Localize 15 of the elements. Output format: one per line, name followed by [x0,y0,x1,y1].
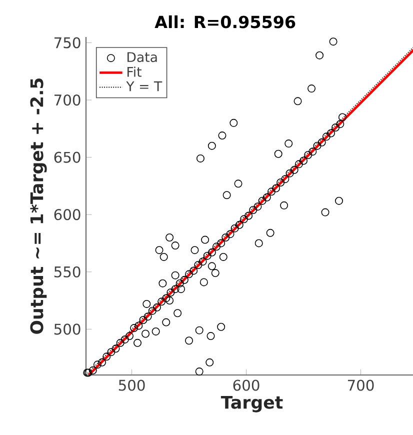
y-tick-label: 550 [54,266,80,278]
legend-label: Fit [128,66,142,77]
x-axis-title: Target [220,396,283,412]
y-tick-label: 700 [54,94,80,106]
legend-label: Y = T [126,81,162,92]
x-tick-label: 700 [348,380,374,391]
y-tick-label: 750 [54,37,80,48]
x-tick-label: 600 [233,380,260,391]
x-tick-label: 500 [118,380,145,391]
y-tick-label: 650 [54,152,80,163]
chart-title: All: R=0.95596 [154,15,296,28]
y-tick-label: 500 [54,324,80,335]
y-axis-title: Output ~= 1*Target + -2.5 [30,78,47,334]
y-tick-label: 600 [54,209,80,220]
legend-label: Data [128,52,157,62]
